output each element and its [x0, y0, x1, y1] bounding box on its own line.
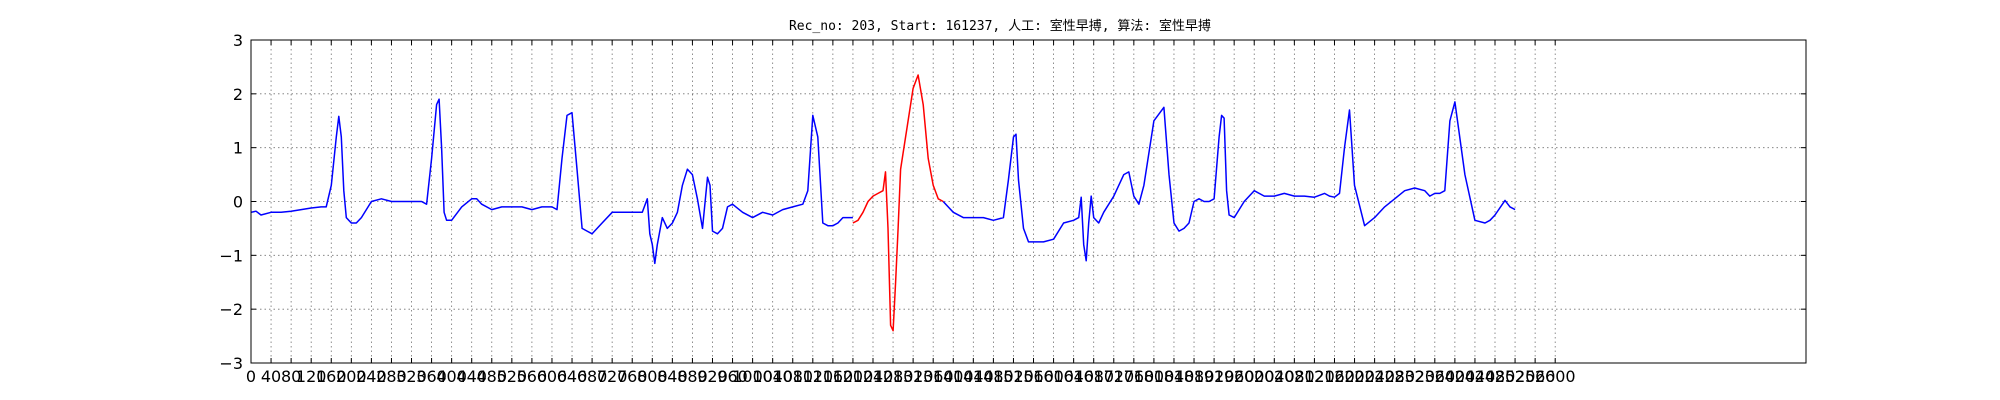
x-tick-label: 2400 — [1435, 367, 1476, 386]
x-tick-label: 840 — [657, 367, 688, 386]
y-tick-label: −1 — [219, 246, 243, 265]
x-tick-label: 1040 — [752, 367, 793, 386]
x-tick-label: 1280 — [873, 367, 914, 386]
x-tick-label: 360 — [416, 367, 447, 386]
x-tick-label: 560 — [517, 367, 548, 386]
x-tick-label: 1600 — [1033, 367, 1074, 386]
y-tick-label: 0 — [233, 193, 243, 212]
x-tick-label: 240 — [356, 367, 387, 386]
x-tick-label: 1760 — [1113, 367, 1154, 386]
x-tick-label: 2440 — [1455, 367, 1496, 386]
x-tick-label: 200 — [336, 367, 367, 386]
x-tick-label: 40 — [261, 367, 281, 386]
x-tick-label: 1000 — [732, 367, 773, 386]
y-tick-label: 2 — [233, 85, 243, 104]
x-tick-label: 2240 — [1354, 367, 1395, 386]
x-tick-label: 1080 — [772, 367, 813, 386]
x-tick-label: 2560 — [1515, 367, 1556, 386]
x-tick-label: 2520 — [1495, 367, 1536, 386]
x-tick-label: 320 — [396, 367, 427, 386]
y-tick-label: 3 — [233, 31, 243, 50]
x-tick-label: 2320 — [1394, 367, 1435, 386]
x-tick-label: 2280 — [1374, 367, 1415, 386]
x-tick-label: 1800 — [1134, 367, 1175, 386]
y-tick-label: −2 — [219, 300, 243, 319]
x-tick-label: 2040 — [1254, 367, 1295, 386]
x-tick-label: 1440 — [953, 367, 994, 386]
x-tick-label: 0 — [246, 367, 256, 386]
x-tick-label: 1680 — [1073, 367, 1114, 386]
ecg-series-0-segment-1 — [942, 101, 1516, 262]
x-tick-label: 1160 — [813, 367, 854, 386]
series-layer — [250, 74, 1516, 332]
x-tick-label: 760 — [617, 367, 648, 386]
x-tick-label: 1360 — [913, 367, 954, 386]
x-tick-label: 480 — [477, 367, 508, 386]
x-tick-label: 1640 — [1053, 367, 1094, 386]
x-tick-label: 2200 — [1334, 367, 1375, 386]
x-tick-label: 680 — [577, 367, 608, 386]
x-tick-label: 520 — [497, 367, 528, 386]
x-tick-label: 720 — [597, 367, 628, 386]
x-tick-label: 1960 — [1214, 367, 1255, 386]
x-tick-label: 2480 — [1475, 367, 1516, 386]
x-tick-label: 2080 — [1274, 367, 1315, 386]
x-tick-label: 960 — [717, 367, 748, 386]
x-tick-label: 1920 — [1194, 367, 1235, 386]
x-tick-label: 440 — [456, 367, 487, 386]
plot-frame — [250, 39, 1807, 364]
x-tick-label: 120 — [296, 367, 327, 386]
x-tick-label: 160 — [316, 367, 347, 386]
x-tick-label: 920 — [697, 367, 728, 386]
x-tick-label: 1200 — [833, 367, 874, 386]
x-tick-label: 1240 — [853, 367, 894, 386]
x-tick-label: 1120 — [792, 367, 833, 386]
x-tick-labels: 0 40 8012016020024028032036040044048052056… — [246, 367, 1576, 386]
x-tick-label: 1560 — [1013, 367, 1054, 386]
y-tick-labels: 3 2 1 0 −1 −2 −3 — [219, 31, 243, 373]
x-tick-label: 880 — [677, 367, 708, 386]
x-tick-label: 1400 — [933, 367, 974, 386]
x-tick-label: 1720 — [1093, 367, 1134, 386]
chart-title: Rec_no: 203, Start: 161237, 人工: 室性早搏, 算法… — [789, 18, 1211, 34]
x-tick-label: 1520 — [993, 367, 1034, 386]
x-tick-label: 2120 — [1294, 367, 1335, 386]
x-tick-label: 600 — [537, 367, 568, 386]
x-tick-label: 1480 — [973, 367, 1014, 386]
ecg-series-0-segment-0 — [250, 98, 853, 265]
x-tick-label: 1320 — [893, 367, 934, 386]
x-tick-label: 1880 — [1174, 367, 1215, 386]
grid — [250, 39, 1806, 364]
x-tick-label: 2160 — [1314, 367, 1355, 386]
x-tick-label: 2600 — [1535, 367, 1576, 386]
tick-marks — [250, 39, 1806, 364]
x-tick-label: 2360 — [1414, 367, 1455, 386]
y-tick-label: −3 — [219, 354, 243, 373]
x-tick-label: 80 — [281, 367, 301, 386]
x-tick-label: 1840 — [1154, 367, 1195, 386]
x-tick-label: 800 — [637, 367, 668, 386]
x-tick-label: 280 — [376, 367, 407, 386]
x-tick-label: 2000 — [1234, 367, 1275, 386]
y-tick-label: 1 — [233, 139, 243, 158]
x-tick-label: 640 — [557, 367, 588, 386]
ecg-series-1-segment-0 — [852, 74, 944, 332]
x-tick-label: 400 — [436, 367, 467, 386]
